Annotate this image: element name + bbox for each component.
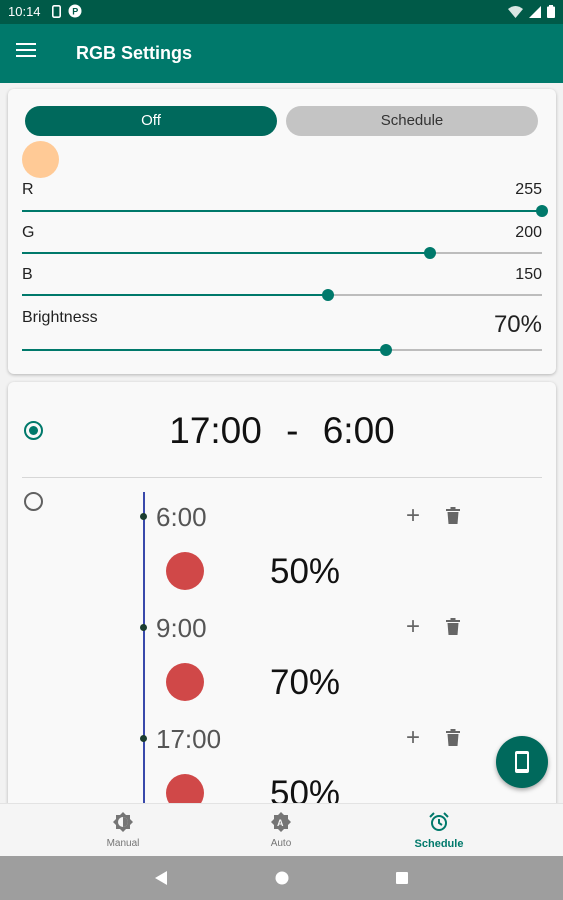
r-slider-label: R: [22, 181, 34, 198]
r-slider-value: 255: [515, 181, 542, 198]
range-start-time: 17:00: [169, 410, 262, 451]
brightness-icon: [113, 812, 133, 837]
g-slider-thumb[interactable]: [423, 247, 436, 259]
delete-entry-icon[interactable]: [446, 507, 460, 529]
brightness-slider-thumb[interactable]: [380, 344, 392, 356]
b-slider[interactable]: [22, 289, 542, 301]
brightness-slider-fill: [22, 349, 386, 351]
brightness-slider-label: Brightness: [22, 309, 98, 326]
timeline-dot: [140, 735, 147, 742]
delete-entry-icon[interactable]: [446, 729, 460, 751]
system-navigation-bar: [0, 856, 563, 900]
recents-icon[interactable]: [395, 870, 409, 891]
r-slider-fill: [22, 210, 542, 212]
schedule-toggle-button[interactable]: Schedule: [286, 106, 538, 136]
b-slider-thumb[interactable]: [321, 289, 334, 301]
r-slider[interactable]: [22, 205, 548, 217]
back-icon[interactable]: [154, 870, 168, 891]
timeline-radio-button[interactable]: [24, 492, 43, 511]
nav-label-schedule: Schedule: [414, 838, 464, 850]
add-entry-icon[interactable]: +: [406, 502, 421, 529]
sim-card-icon: [52, 5, 62, 21]
schedule-card: 17:00 - 6:00 6:00 + 50% 9:00 + 70% 17:00…: [8, 382, 556, 812]
nav-item-auto[interactable]: A Auto: [221, 804, 341, 857]
entry-time[interactable]: 9:00: [156, 613, 207, 643]
alarm-clock-icon: [429, 812, 449, 837]
battery-icon: [547, 5, 555, 21]
divider: [22, 477, 542, 478]
bottom-navigation: Manual A Auto Schedule: [0, 803, 563, 856]
range-separator: -: [286, 410, 299, 451]
timeline-dot: [140, 513, 147, 520]
schedule-range[interactable]: 17:00 - 6:00: [8, 410, 556, 452]
svg-text:P: P: [72, 7, 78, 17]
brightness-slider[interactable]: [22, 344, 542, 356]
entry-level[interactable]: 50%: [270, 552, 341, 591]
b-slider-value: 150: [515, 266, 542, 283]
brightness-auto-icon: A: [271, 812, 291, 837]
nav-label-auto: Auto: [270, 838, 292, 849]
timeline-dot: [140, 624, 147, 631]
app-bar: RGB Settings: [0, 24, 563, 83]
page-title: RGB Settings: [76, 43, 193, 63]
b-slider-label: B: [22, 266, 33, 283]
g-slider[interactable]: [22, 247, 542, 259]
signal-icon: [529, 5, 541, 21]
entry-color-swatch[interactable]: [166, 552, 204, 590]
nav-item-manual[interactable]: Manual: [63, 804, 183, 857]
b-slider-fill: [22, 294, 328, 296]
delete-entry-icon[interactable]: [446, 618, 460, 640]
hamburger-menu-icon[interactable]: [16, 43, 36, 61]
add-entry-icon[interactable]: +: [406, 613, 421, 640]
entry-level[interactable]: 70%: [270, 663, 341, 702]
status-time: 10:14: [8, 4, 41, 19]
g-slider-label: G: [22, 224, 35, 241]
nav-label-manual: Manual: [106, 838, 140, 849]
brightness-slider-value: 70%: [493, 311, 542, 338]
device-fab-button[interactable]: [496, 736, 548, 788]
p-badge-icon: P: [68, 4, 82, 21]
nav-item-schedule[interactable]: Schedule: [379, 804, 499, 857]
off-toggle-button[interactable]: Off: [25, 106, 277, 136]
timeline-line: [143, 492, 145, 812]
wifi-icon: [508, 5, 523, 21]
color-settings-card: Off Schedule R 255 G 200 B 150 Brightnes…: [8, 89, 556, 374]
add-entry-icon[interactable]: +: [406, 724, 421, 751]
range-radio-button[interactable]: [24, 421, 43, 440]
entry-time[interactable]: 6:00: [156, 502, 207, 532]
svg-text:A: A: [277, 818, 284, 828]
g-slider-value: 200: [515, 224, 542, 241]
entry-color-swatch[interactable]: [166, 663, 204, 701]
g-slider-fill: [22, 252, 430, 254]
status-bar: 10:14 P: [0, 0, 563, 24]
color-preview-swatch: [22, 141, 59, 178]
phone-icon: [515, 751, 529, 773]
range-end-time: 6:00: [322, 410, 395, 451]
entry-time[interactable]: 17:00: [156, 724, 222, 754]
home-icon[interactable]: [275, 870, 289, 891]
r-slider-thumb[interactable]: [536, 205, 548, 217]
